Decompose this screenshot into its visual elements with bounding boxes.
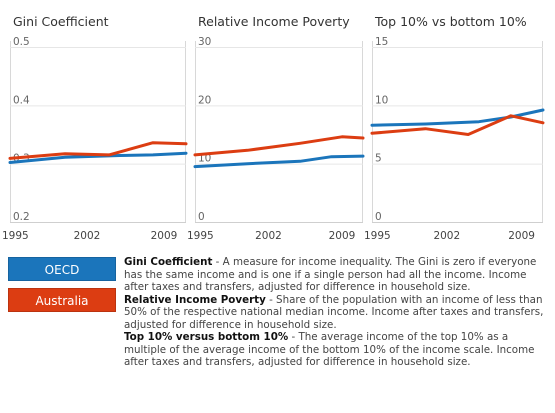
chart-top-bottom-x-tick-label: 2009 <box>508 230 535 242</box>
chart-top-bottom-series-oecd-line <box>370 108 545 127</box>
chart-poverty-y-tick-label: 0 <box>198 211 205 223</box>
chart-poverty-x-tick-label: 2002 <box>255 230 282 242</box>
definition-gini: Gini Coefficient - A measure for income … <box>124 256 552 294</box>
chart-top-bottom-y-tick-label: 10 <box>375 94 388 106</box>
chart-poverty-y-tick-label: 30 <box>198 36 211 48</box>
chart-top-bottom-series-australia-line <box>370 114 545 136</box>
chart-gini-title: Gini Coefficient <box>13 14 109 29</box>
chart-gini-y-tick-label: 0.2 <box>13 211 30 223</box>
chart-top-bottom-y-tick-label: 15 <box>375 36 388 48</box>
definition-gini-term: Gini Coefficient <box>124 256 213 268</box>
chart-gini-series-australia-line <box>8 141 188 160</box>
legend-australia-button[interactable]: Australia <box>8 288 116 312</box>
definition-top-bottom-text: - The average income of the top 10% as a… <box>124 331 535 368</box>
chart-gini-x-tick-label: 2002 <box>74 230 101 242</box>
definition-top-bottom-term: Top 10% versus bottom 10% <box>124 331 289 343</box>
chart-poverty-series-oecd-line <box>193 154 365 169</box>
definition-poverty-text: - Share of the population with an income… <box>124 293 544 331</box>
chart-gini-y-tick-label: 0.4 <box>13 94 30 106</box>
chart-poverty-x-tick-label: 1995 <box>187 230 214 242</box>
definition-poverty: Relative Income Poverty - Share of the p… <box>124 294 552 332</box>
definitions: Gini Coefficient - A measure for income … <box>124 256 552 369</box>
chart-gini-x-tick-label: 1995 <box>2 230 29 242</box>
chart-top-bottom-y-tick-label: 0 <box>375 211 382 223</box>
chart-gini-x-tick-label: 2009 <box>151 230 178 242</box>
definition-poverty-term: Relative Income Poverty <box>124 293 266 306</box>
chart-poverty-title: Relative Income Poverty <box>198 14 350 29</box>
chart-poverty-y-tick-label: 20 <box>198 94 211 106</box>
chart-top-bottom-x-tick-label: 2002 <box>433 230 460 242</box>
chart-gini-series-oecd-line <box>8 151 188 164</box>
chart-poverty-x-tick-label: 2009 <box>329 230 356 242</box>
chart-top-bottom-title: Top 10% vs bottom 10% <box>374 14 527 29</box>
chart-gini-y-tick-label: 0.5 <box>13 36 30 48</box>
chart-top-bottom-x-tick-label: 1995 <box>364 230 391 242</box>
chart-poverty-series-australia-line <box>193 135 365 157</box>
definition-top-bottom: Top 10% versus bottom 10% - The average … <box>124 331 552 369</box>
chart-top-bottom-y-tick-label: 5 <box>375 153 382 165</box>
definition-gini-text: - A measure for income inequality. The G… <box>124 256 537 293</box>
legend-oecd-button[interactable]: OECD <box>8 257 116 281</box>
